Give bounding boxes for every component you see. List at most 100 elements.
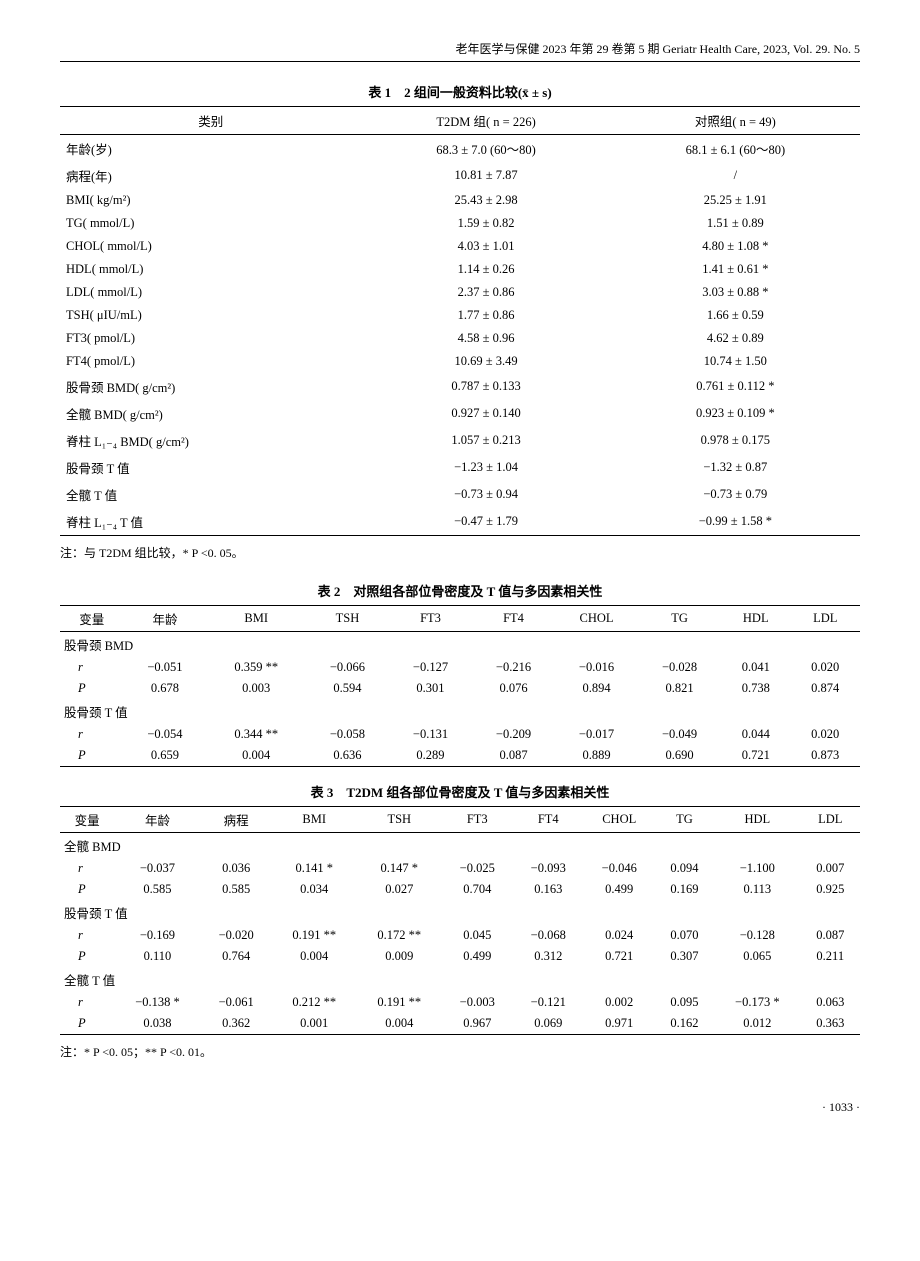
- t3-cell: 0.004: [272, 946, 357, 967]
- page-number: · 1033 ·: [60, 1100, 860, 1115]
- t2-cell: 0.301: [389, 678, 472, 699]
- t2-header: CHOL: [555, 606, 638, 632]
- t2-header: 年龄: [123, 606, 206, 632]
- t1-cell: −0.99 ± 1.58 *: [611, 508, 860, 536]
- t2-cell: 0.678: [123, 678, 206, 699]
- t1-cell: 0.923 ± 0.109 *: [611, 400, 860, 427]
- t3-stat-label: P: [60, 946, 114, 967]
- t1-cell: 1.66 ± 0.59: [611, 304, 860, 327]
- t3-cell: 0.163: [513, 879, 584, 900]
- t3-cell: 0.069: [513, 1013, 584, 1035]
- t2-cell: −0.127: [389, 657, 472, 678]
- t1-cell: 股骨颈 T 值: [60, 454, 361, 481]
- t1-cell: TG( mmol/L): [60, 212, 361, 235]
- t3-stat-label: r: [60, 925, 114, 946]
- t1-cell: 病程(年): [60, 162, 361, 189]
- t3-cell: 0.024: [584, 925, 655, 946]
- t3-cell: 0.087: [801, 925, 860, 946]
- t1-cell: FT3( pmol/L): [60, 327, 361, 350]
- t1-cell: /: [611, 162, 860, 189]
- t1-cell: 股骨颈 BMD( g/cm²): [60, 373, 361, 400]
- t1-cell: 1.057 ± 0.213: [361, 427, 610, 454]
- t3-cell: 0.499: [584, 879, 655, 900]
- t2-cell: 0.636: [306, 745, 389, 767]
- table2: 变量年龄BMITSHFT3FT4CHOLTGHDLLDL 股骨颈 BMDr−0.…: [60, 605, 860, 767]
- t1-cell: 脊柱 L₁₋₄ T 值: [60, 508, 361, 536]
- t3-cell: 0.113: [714, 879, 800, 900]
- t3-header: HDL: [714, 807, 800, 833]
- t1-cell: −0.47 ± 1.79: [361, 508, 610, 536]
- t2-cell: −0.054: [123, 724, 206, 745]
- t3-header: 病程: [201, 807, 272, 833]
- t3-cell: 0.063: [801, 992, 860, 1013]
- t1-cell: FT4( pmol/L): [60, 350, 361, 373]
- t2-cell: 0.659: [123, 745, 206, 767]
- t2-cell: 0.889: [555, 745, 638, 767]
- t3-header: CHOL: [584, 807, 655, 833]
- t2-header: FT4: [472, 606, 555, 632]
- t3-cell: 0.002: [584, 992, 655, 1013]
- t3-cell: 0.070: [655, 925, 714, 946]
- t1-cell: 年龄(岁): [60, 135, 361, 163]
- t3-cell: 0.027: [357, 879, 442, 900]
- t2-cell: 0.087: [472, 745, 555, 767]
- t2-cell: 0.344 **: [206, 724, 305, 745]
- table3-title: 表 3 T2DM 组各部位骨密度及 T 值与多因素相关性: [60, 782, 860, 801]
- t2-stat-label: P: [60, 745, 123, 767]
- t3-cell: −1.100: [714, 858, 800, 879]
- t1-cell: 脊柱 L₁₋₄ BMD( g/cm²): [60, 427, 361, 454]
- table1-title: 表 1 2 组间一般资料比较(x̄ ± s): [60, 82, 860, 101]
- t2-header: TG: [638, 606, 721, 632]
- t2-section: 股骨颈 BMD: [60, 632, 860, 658]
- t3-stat-label: r: [60, 992, 114, 1013]
- t3-cell: 0.925: [801, 879, 860, 900]
- t2-cell: −0.058: [306, 724, 389, 745]
- t3-cell: 0.009: [357, 946, 442, 967]
- t3-cell: 0.971: [584, 1013, 655, 1035]
- t1-cell: 4.58 ± 0.96: [361, 327, 610, 350]
- t3-cell: 0.110: [114, 946, 200, 967]
- t2-cell: 0.894: [555, 678, 638, 699]
- table1: 类别 T2DM 组( n = 226) 对照组( n = 49) 年龄(岁)68…: [60, 106, 860, 536]
- t2-cell: 0.003: [206, 678, 305, 699]
- t2-section: 股骨颈 T 值: [60, 699, 860, 724]
- t3-cell: 0.147 *: [357, 858, 442, 879]
- t3-cell: 0.162: [655, 1013, 714, 1035]
- t2-cell: −0.209: [472, 724, 555, 745]
- t2-cell: 0.004: [206, 745, 305, 767]
- t3-cell: 0.967: [442, 1013, 513, 1035]
- t2-cell: −0.016: [555, 657, 638, 678]
- t1-cell: 1.77 ± 0.86: [361, 304, 610, 327]
- t1-cell: HDL( mmol/L): [60, 258, 361, 281]
- t1-cell: 1.51 ± 0.89: [611, 212, 860, 235]
- t2-stat-label: r: [60, 724, 123, 745]
- t2-header: TSH: [306, 606, 389, 632]
- t3-header: TSH: [357, 807, 442, 833]
- table1-note: 注：与 T2DM 组比较，* P <0. 05。: [60, 544, 860, 561]
- t2-header: BMI: [206, 606, 305, 632]
- t3-cell: 0.191 **: [357, 992, 442, 1013]
- t1-cell: 3.03 ± 0.88 *: [611, 281, 860, 304]
- t2-header: FT3: [389, 606, 472, 632]
- t3-header: FT4: [513, 807, 584, 833]
- table2-title: 表 2 对照组各部位骨密度及 T 值与多因素相关性: [60, 581, 860, 600]
- t2-cell: 0.721: [721, 745, 790, 767]
- t3-section: 全髋 BMD: [60, 833, 860, 859]
- t3-stat-label: r: [60, 858, 114, 879]
- t1-cell: 0.761 ± 0.112 *: [611, 373, 860, 400]
- t1-cell: TSH( μIU/mL): [60, 304, 361, 327]
- t3-cell: −0.020: [201, 925, 272, 946]
- t1-cell: 4.62 ± 0.89: [611, 327, 860, 350]
- t2-cell: −0.131: [389, 724, 472, 745]
- t1-cell: 1.41 ± 0.61 *: [611, 258, 860, 281]
- t1-cell: CHOL( mmol/L): [60, 235, 361, 258]
- t3-cell: −0.128: [714, 925, 800, 946]
- t3-cell: 0.764: [201, 946, 272, 967]
- t2-cell: 0.874: [790, 678, 860, 699]
- t2-cell: −0.066: [306, 657, 389, 678]
- t1-cell: 1.59 ± 0.82: [361, 212, 610, 235]
- t3-cell: 0.704: [442, 879, 513, 900]
- t3-cell: 0.004: [357, 1013, 442, 1035]
- t1-cell: 25.43 ± 2.98: [361, 189, 610, 212]
- t3-cell: 0.499: [442, 946, 513, 967]
